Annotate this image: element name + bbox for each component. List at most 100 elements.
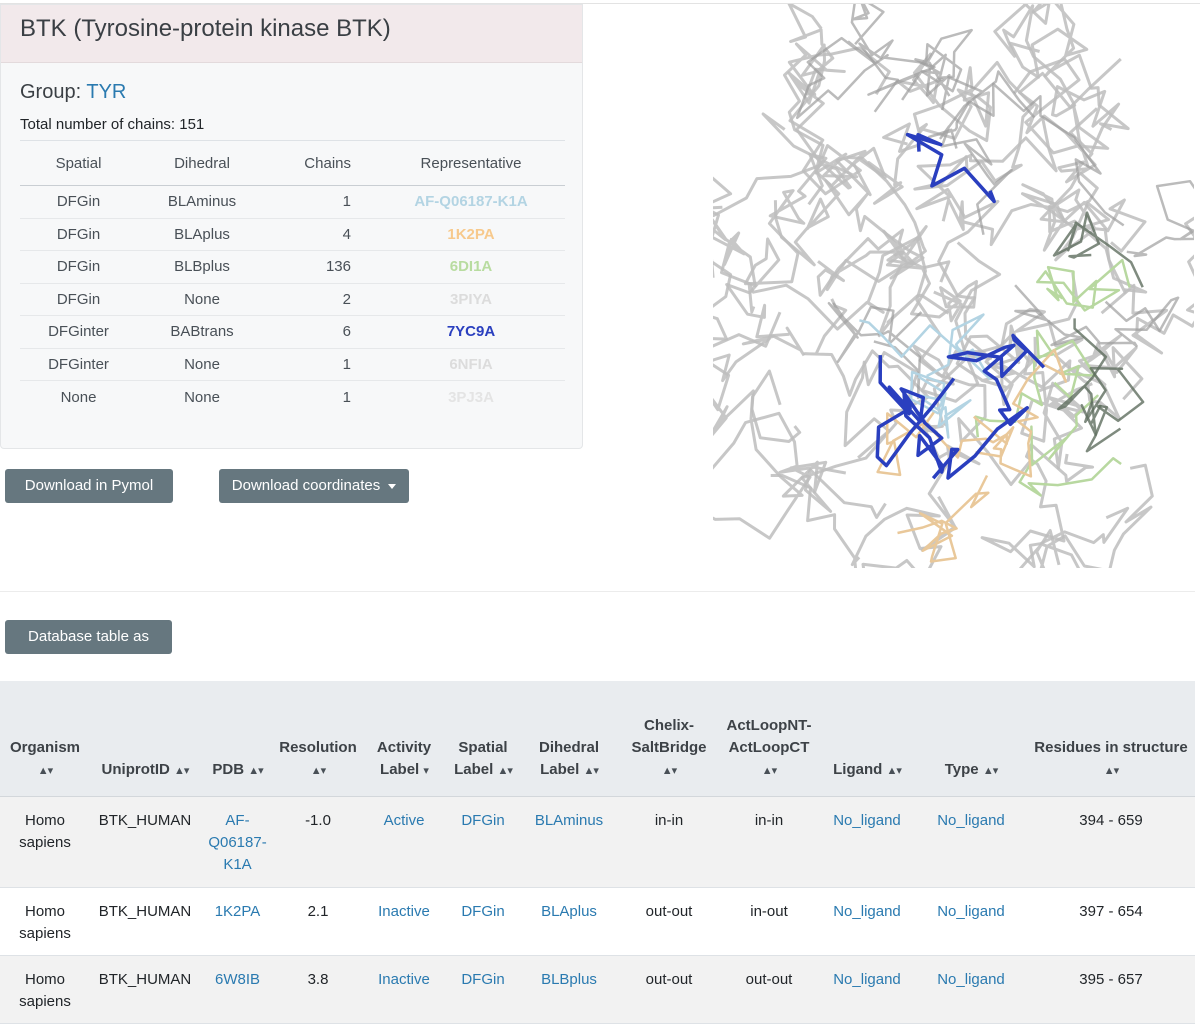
sort-arrows-icon[interactable]: ▲▾ <box>886 764 901 777</box>
db-column-header[interactable]: Ligand ▲▾ <box>819 681 915 797</box>
backbone-trace <box>1021 170 1148 294</box>
sort-arrows-icon[interactable]: ▾ <box>423 764 428 777</box>
representative-link[interactable]: 7YC9A <box>377 315 565 349</box>
caret-down-icon <box>388 483 397 489</box>
sort-arrows-icon[interactable]: ▲▾ <box>661 764 677 777</box>
db-cell-activity[interactable]: Active <box>361 796 447 888</box>
backbone-trace <box>773 155 927 280</box>
db-column-header[interactable]: Activity Label ▾ <box>361 681 447 797</box>
backbone-trace <box>1126 179 1194 258</box>
db-column-label: Ligand <box>833 760 883 778</box>
db-cell-pdb[interactable]: AF-Q06187-K1A <box>200 796 275 888</box>
sort-arrows-icon[interactable]: ▲▾ <box>497 764 512 777</box>
db-cell-resolution: 2.1 <box>275 887 361 956</box>
caret-down-icon <box>89 517 97 523</box>
spatial-cell: DFGin <box>20 250 137 284</box>
db-cell-spatial[interactable]: DFGin <box>447 955 519 1024</box>
chains-cell: 6 <box>267 315 377 349</box>
representative-link[interactable]: 3PIYA <box>377 283 565 316</box>
structure-viewer[interactable] <box>713 4 1194 568</box>
db-column-header[interactable]: UniprotID ▲▾ <box>90 681 200 797</box>
download-pymol-button[interactable]: Download in Pymol <box>5 469 173 523</box>
header-dihedral: Dihedral <box>137 140 267 186</box>
sort-arrows-icon[interactable]: ▲▾ <box>1103 764 1119 777</box>
db-column-label: Activity Label <box>376 738 432 778</box>
summary-row: DFGinter None 1 6NFIA <box>20 348 565 381</box>
db-cell-activity[interactable]: Inactive <box>361 887 447 956</box>
db-cell-residues: 394 - 659 <box>1027 796 1195 888</box>
representative-link[interactable]: 1K2PA <box>377 218 565 251</box>
db-column-header[interactable]: PDB ▲▾ <box>200 681 275 797</box>
db-column-label: Chelix-SaltBridge <box>631 716 707 756</box>
sort-arrows-icon[interactable]: ▲▾ <box>174 764 189 777</box>
database-tsv-button[interactable]: Database table as tsv <box>5 620 172 679</box>
header-chains: Chains <box>267 140 377 186</box>
backbone-trace <box>850 4 900 113</box>
db-cell-type[interactable]: No_ligand <box>915 796 1027 888</box>
backbone-trace <box>713 210 757 288</box>
protein-structure-render[interactable] <box>713 4 1194 568</box>
db-cell-pdb[interactable]: 6W8IB <box>200 955 275 1024</box>
backbone-trace <box>980 443 1130 568</box>
summary-row: DFGin None 2 3PIYA <box>20 283 565 316</box>
db-cell-ligand[interactable]: No_ligand <box>819 796 915 888</box>
db-cell-type[interactable]: No_ligand <box>915 955 1027 1024</box>
representative-link[interactable]: 6NFIA <box>377 348 565 381</box>
sort-arrows-icon[interactable]: ▲▾ <box>761 764 777 777</box>
db-cell-resolution: -1.0 <box>275 796 361 888</box>
representative-link[interactable]: AF-Q06187-K1A <box>377 185 565 219</box>
db-cell-spatial[interactable]: DFGin <box>447 887 519 956</box>
header-spatial: Spatial <box>20 140 137 186</box>
table-row: Homo sapiens BTK_HUMAN AF-Q06187-K1A -1.0 Ac… <box>0 796 1195 888</box>
backbone-trace <box>713 369 847 540</box>
summary-row: DFGin BLBplus 136 6DI1A <box>20 250 565 284</box>
backbone-trace <box>905 132 996 204</box>
sort-arrows-icon[interactable]: ▲▾ <box>982 764 998 777</box>
header-representative: Representative <box>377 140 565 186</box>
db-cell-chelix: out-out <box>619 955 719 1024</box>
sort-arrows-icon[interactable]: ▲▾ <box>310 764 326 777</box>
db-column-header[interactable]: ActLoopNT-ActLoopCT ▲▾ <box>719 681 819 797</box>
db-cell-dihedral[interactable]: BLBplus <box>519 955 619 1024</box>
db-column-header[interactable]: Dihedral Label ▲▾ <box>519 681 619 797</box>
db-column-label: PDB <box>212 760 245 778</box>
db-cell-dihedral[interactable]: BLAminus <box>519 796 619 888</box>
db-cell-ligand[interactable]: No_ligand <box>819 955 915 1024</box>
top-divider <box>0 0 1200 4</box>
backbone-trace <box>875 355 956 474</box>
db-column-header[interactable]: Chelix-SaltBridge ▲▾ <box>619 681 719 797</box>
summary-row: DFGin BLAminus 1 AF-Q06187-K1A <box>20 185 565 219</box>
spatial-cell: DFGinter <box>20 315 137 349</box>
backbone-trace <box>1057 318 1108 436</box>
representative-link[interactable]: 6DI1A <box>377 250 565 284</box>
db-cell-dihedral[interactable]: BLAplus <box>519 887 619 956</box>
group-link[interactable]: TYR <box>86 81 127 103</box>
db-cell-pdb[interactable]: 1K2PA <box>200 887 275 956</box>
db-cell-organism: Homo sapiens <box>0 955 90 1024</box>
sort-arrows-icon[interactable]: ▲▾ <box>583 764 598 777</box>
db-column-header[interactable]: Organism ▲▾ <box>0 681 90 797</box>
backbone-trace <box>1013 57 1122 184</box>
backbone-trace <box>827 301 923 400</box>
sort-arrows-icon[interactable]: ▲▾ <box>37 764 53 777</box>
db-cell-spatial[interactable]: DFGin <box>447 796 519 888</box>
backbone-trace <box>1018 463 1154 568</box>
download-coordinates-button[interactable]: Download coordinates <box>219 469 409 503</box>
sort-arrows-icon[interactable]: ▲▾ <box>248 764 263 777</box>
backbone-trace <box>931 333 1046 480</box>
db-cell-type[interactable]: No_ligand <box>915 887 1027 956</box>
db-column-header[interactable]: Residues in structure ▲▾ <box>1027 681 1195 797</box>
db-cell-activity[interactable]: Inactive <box>361 955 447 1024</box>
representative-link[interactable]: 3PJ3A <box>448 388 494 406</box>
chains-cell: 1 <box>342 388 351 406</box>
db-column-header[interactable]: Spatial Label ▲▾ <box>447 681 519 797</box>
db-cell-ligand[interactable]: No_ligand <box>819 887 915 956</box>
chains-cell: 136 <box>267 250 377 284</box>
backbone-trace <box>1036 258 1131 312</box>
backbone-trace <box>713 260 806 383</box>
db-column-header[interactable]: Type ▲▾ <box>915 681 1027 797</box>
db-column-header[interactable]: Resolution ▲▾ <box>275 681 361 797</box>
db-column-label: Spatial Label <box>454 738 508 778</box>
dihedral-cell: BLAplus <box>137 218 267 251</box>
backbone-trace <box>843 351 981 552</box>
